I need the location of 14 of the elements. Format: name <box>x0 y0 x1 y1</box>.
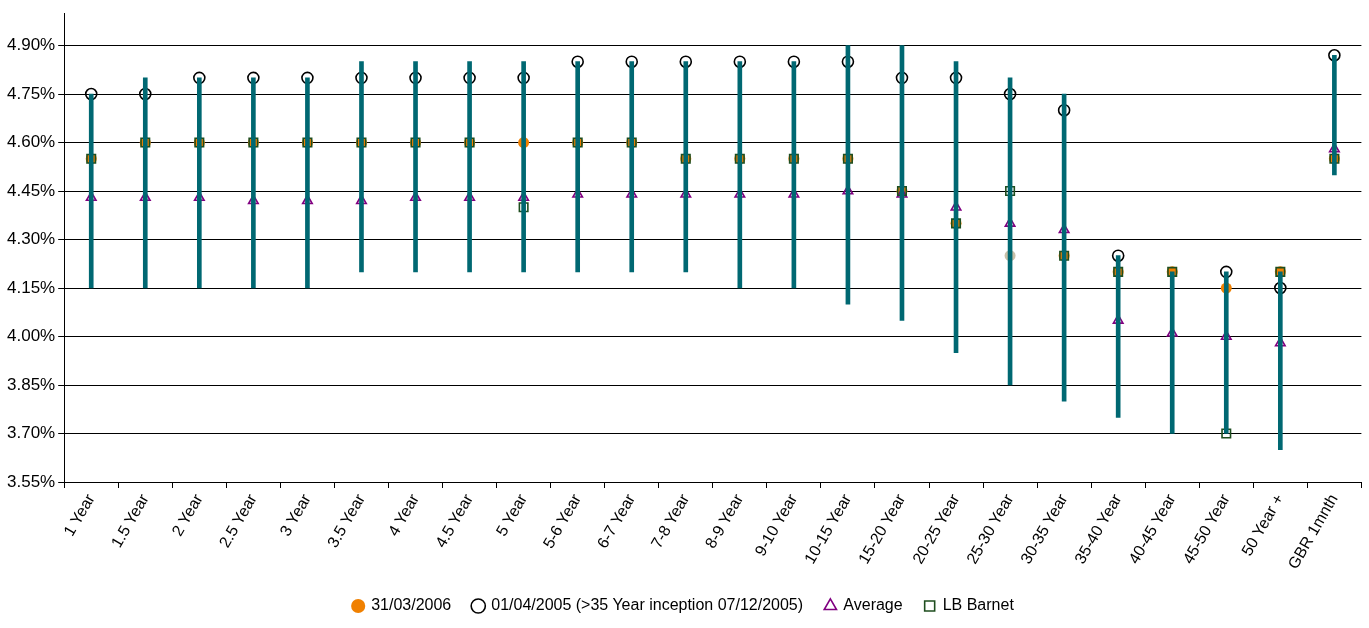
y-tick-label: 4.00% <box>7 326 56 346</box>
legend-label: 01/04/2005 (>35 Year inception 07/12/2005) <box>491 596 804 614</box>
y-tick-label: 4.15% <box>7 277 56 297</box>
y-tick-label: 3.70% <box>7 423 56 443</box>
legend-label: 31/03/2006 <box>371 596 452 614</box>
legend-label: LB Barnet <box>942 596 1015 614</box>
y-tick-label: 3.55% <box>7 471 56 491</box>
y-tick-label: 4.45% <box>7 180 56 200</box>
y-tick-label: 4.90% <box>7 35 56 55</box>
y-tick-label: 4.75% <box>7 83 56 103</box>
legend-label: Average <box>843 596 903 614</box>
y-tick-label: 4.60% <box>7 132 56 152</box>
y-tick-label: 3.85% <box>7 374 56 394</box>
y-tick-label: 4.30% <box>7 229 56 249</box>
